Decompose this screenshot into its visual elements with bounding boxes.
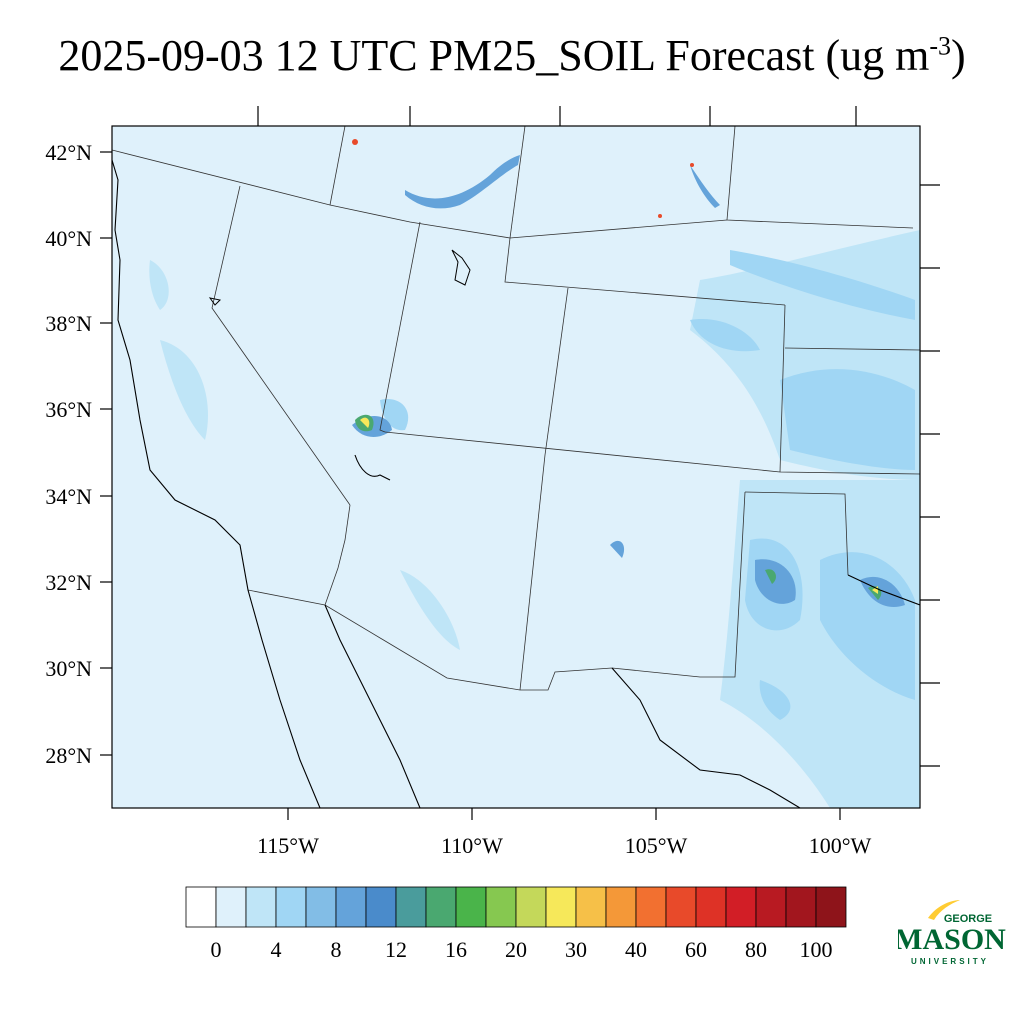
colorbar-labels: 0 4 8 12 16 20 30 40 60 80 100 bbox=[211, 937, 833, 962]
colorbar-swatch bbox=[245, 886, 277, 928]
lat-label: 34°N bbox=[45, 484, 92, 509]
longitude-labels: 115°W 110°W 105°W 100°W bbox=[257, 833, 871, 858]
lat-label: 38°N bbox=[45, 311, 92, 336]
colorbar-label: 16 bbox=[445, 937, 467, 962]
colorbar-swatch bbox=[395, 886, 427, 928]
lat-label: 32°N bbox=[45, 570, 92, 595]
colorbar-swatch bbox=[545, 886, 577, 928]
colorbar-label: 60 bbox=[685, 937, 707, 962]
colorbar-swatch bbox=[485, 886, 517, 928]
colorbar-swatch bbox=[335, 886, 367, 928]
colorbar-swatch bbox=[725, 886, 757, 928]
george-mason-logo: GEORGE MASON UNIVERSITY bbox=[898, 900, 1006, 966]
colorbar-swatch bbox=[635, 886, 667, 928]
colorbar-swatch bbox=[215, 886, 247, 928]
svg-text:GEORGE: GEORGE bbox=[944, 913, 992, 925]
concentration-extremes bbox=[352, 139, 694, 218]
lat-label: 40°N bbox=[45, 226, 92, 251]
colorbar-swatch bbox=[815, 886, 847, 928]
colorbar-label: 40 bbox=[625, 937, 647, 962]
latitude-labels: 42°N 40°N 38°N 36°N 34°N 32°N 30°N 28°N bbox=[45, 140, 92, 768]
colorbar-swatch bbox=[305, 886, 337, 928]
colorbar-swatch bbox=[755, 886, 787, 928]
colorbar-label: 20 bbox=[505, 937, 527, 962]
colorbar-swatch bbox=[275, 886, 307, 928]
lon-label: 110°W bbox=[441, 833, 503, 858]
map-title: 2025-09-03 12 UTC PM25_SOIL Forecast (ug… bbox=[58, 31, 966, 80]
colorbar-swatch bbox=[515, 886, 547, 928]
lat-label: 36°N bbox=[45, 397, 92, 422]
map-panel bbox=[112, 126, 920, 808]
colorbar-swatch bbox=[605, 886, 637, 928]
lon-label: 115°W bbox=[257, 833, 319, 858]
colorbar-swatch bbox=[185, 886, 217, 928]
map-frame bbox=[111, 125, 921, 809]
colorbar-swatch bbox=[455, 886, 487, 928]
lat-label: 42°N bbox=[45, 140, 92, 165]
colorbar-swatch bbox=[575, 886, 607, 928]
lakes bbox=[208, 249, 471, 306]
lon-label: 105°W bbox=[625, 833, 688, 858]
lat-label: 30°N bbox=[45, 656, 92, 681]
colorbar-label: 100 bbox=[800, 937, 833, 962]
colorbar bbox=[185, 886, 847, 928]
colorbar-label: 30 bbox=[565, 937, 587, 962]
colorbar-label: 12 bbox=[385, 937, 407, 962]
colorbar-swatch bbox=[695, 886, 727, 928]
colorbar-swatch bbox=[365, 886, 397, 928]
colorbar-label: 8 bbox=[331, 937, 342, 962]
lon-label: 100°W bbox=[809, 833, 872, 858]
lat-label: 28°N bbox=[45, 743, 92, 768]
colorbar-label: 4 bbox=[271, 937, 282, 962]
logo-swoosh-icon bbox=[928, 900, 960, 920]
svg-text:UNIVERSITY: UNIVERSITY bbox=[911, 957, 989, 966]
colorbar-label: 0 bbox=[211, 937, 222, 962]
axis-ticks bbox=[100, 106, 940, 820]
colorbar-swatch bbox=[785, 886, 817, 928]
svg-text:MASON: MASON bbox=[898, 923, 1006, 956]
colorbar-swatch bbox=[665, 886, 697, 928]
colorbar-label: 80 bbox=[745, 937, 767, 962]
colorbar-swatch bbox=[425, 886, 457, 928]
coastline bbox=[112, 159, 920, 808]
state-borders bbox=[112, 126, 920, 691]
